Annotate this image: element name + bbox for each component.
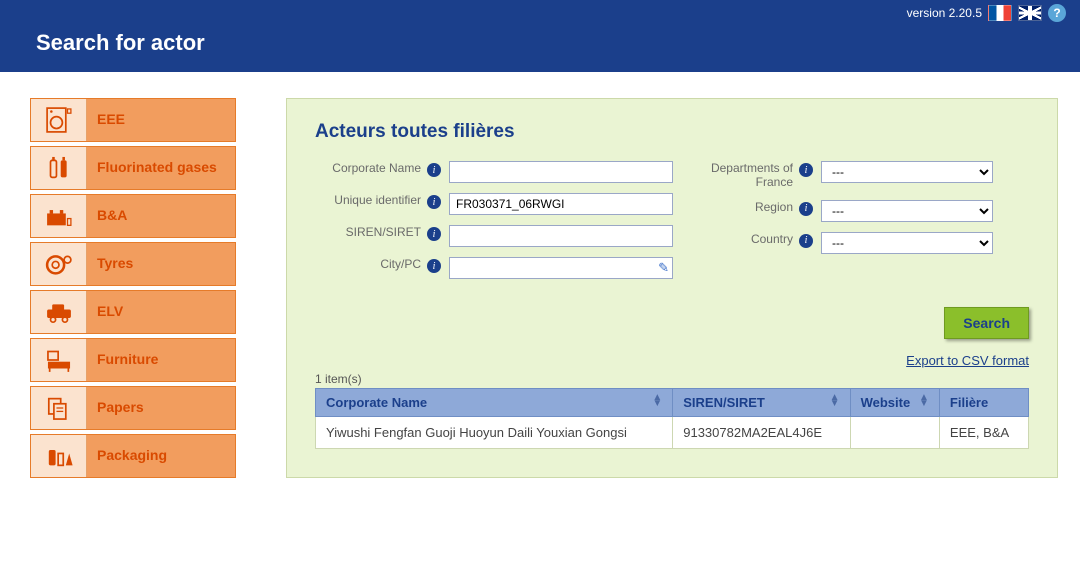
search-button[interactable]: Search	[944, 307, 1029, 339]
header: version 2.20.5 ? Search for actor	[0, 0, 1080, 72]
sidebar-item-label: EEE	[87, 112, 235, 127]
country-label: Country	[703, 232, 799, 246]
sort-icon: ▲▼	[919, 395, 929, 407]
tyre-icon	[31, 243, 87, 285]
col-filiere[interactable]: Filière	[939, 389, 1028, 417]
sidebar-item-furniture[interactable]: Furniture	[30, 338, 236, 382]
results-table: Corporate Name▲▼ SIREN/SIRET▲▼ Website▲▼…	[315, 388, 1029, 449]
sort-icon: ▲▼	[830, 395, 840, 407]
info-icon[interactable]: i	[427, 163, 441, 177]
region-label: Region	[703, 200, 799, 214]
cell-corporate-name: Yiwushi Fengfan Guoji Huoyun Daili Youxi…	[316, 417, 673, 449]
gas-cylinder-icon	[31, 147, 87, 189]
info-icon[interactable]: i	[427, 195, 441, 209]
info-icon[interactable]: i	[799, 202, 813, 216]
sidebar-item-label: Furniture	[87, 352, 235, 367]
sidebar-item-label: ELV	[87, 304, 235, 319]
cell-website	[850, 417, 939, 449]
packaging-icon	[31, 435, 87, 477]
papers-icon	[31, 387, 87, 429]
page-title: Search for actor	[0, 22, 1080, 56]
unique-id-label: Unique identifier	[315, 193, 427, 207]
siren-label: SIREN/SIRET	[315, 225, 427, 239]
search-panel: Acteurs toutes filières Corporate Name i…	[286, 98, 1058, 478]
flag-uk-icon[interactable]	[1018, 5, 1042, 21]
flag-fr-icon[interactable]	[988, 5, 1012, 21]
form-left-column: Corporate Name i Unique identifier i SIR…	[315, 161, 673, 289]
cell-siren: 91330782MA2EAL4J6E	[673, 417, 850, 449]
sidebar-item-label: Tyres	[87, 256, 235, 271]
sidebar-item-eee[interactable]: EEE	[30, 98, 236, 142]
unique-id-input[interactable]	[449, 193, 673, 215]
info-icon[interactable]: i	[799, 163, 813, 177]
corporate-name-label: Corporate Name	[315, 161, 427, 175]
departments-label: Departments of France	[703, 161, 799, 190]
info-icon[interactable]: i	[799, 234, 813, 248]
city-label: City/PC	[315, 257, 427, 271]
sidebar-item-elv[interactable]: ELV	[30, 290, 236, 334]
table-row[interactable]: Yiwushi Fengfan Guoji Huoyun Daili Youxi…	[316, 417, 1029, 449]
city-input[interactable]	[449, 257, 673, 279]
form-right-column: Departments of France i --- Region i ---…	[703, 161, 1029, 289]
siren-input[interactable]	[449, 225, 673, 247]
sidebar: EEE Fluorinated gases B&A Tyres ELV	[30, 98, 236, 482]
sidebar-item-packaging[interactable]: Packaging	[30, 434, 236, 478]
sidebar-item-label: Papers	[87, 400, 235, 415]
col-website[interactable]: Website▲▼	[850, 389, 939, 417]
sidebar-item-label: Fluorinated gases	[87, 160, 235, 175]
sort-icon: ▲▼	[652, 395, 662, 407]
departments-select[interactable]: ---	[821, 161, 993, 183]
info-icon[interactable]: i	[427, 227, 441, 241]
col-siren[interactable]: SIREN/SIRET▲▼	[673, 389, 850, 417]
sidebar-item-label: Packaging	[87, 448, 235, 463]
export-csv-link[interactable]: Export to CSV format	[906, 353, 1029, 368]
furniture-icon	[31, 339, 87, 381]
sidebar-item-papers[interactable]: Papers	[30, 386, 236, 430]
item-count: 1 item(s)	[315, 372, 1029, 386]
region-select[interactable]: ---	[821, 200, 993, 222]
sidebar-item-tyres[interactable]: Tyres	[30, 242, 236, 286]
battery-icon	[31, 195, 87, 237]
washing-machine-icon	[31, 99, 87, 141]
corporate-name-input[interactable]	[449, 161, 673, 183]
sidebar-item-fluorinated[interactable]: Fluorinated gases	[30, 146, 236, 190]
country-select[interactable]: ---	[821, 232, 993, 254]
info-icon[interactable]: i	[427, 259, 441, 273]
header-top-bar: version 2.20.5 ?	[0, 0, 1080, 22]
car-icon	[31, 291, 87, 333]
cell-filiere: EEE, B&A	[939, 417, 1028, 449]
help-icon[interactable]: ?	[1048, 4, 1066, 22]
sidebar-item-label: B&A	[87, 208, 235, 223]
sidebar-item-ba[interactable]: B&A	[30, 194, 236, 238]
panel-title: Acteurs toutes filières	[315, 121, 1029, 143]
version-label: version 2.20.5	[907, 6, 982, 20]
col-corporate-name[interactable]: Corporate Name▲▼	[316, 389, 673, 417]
